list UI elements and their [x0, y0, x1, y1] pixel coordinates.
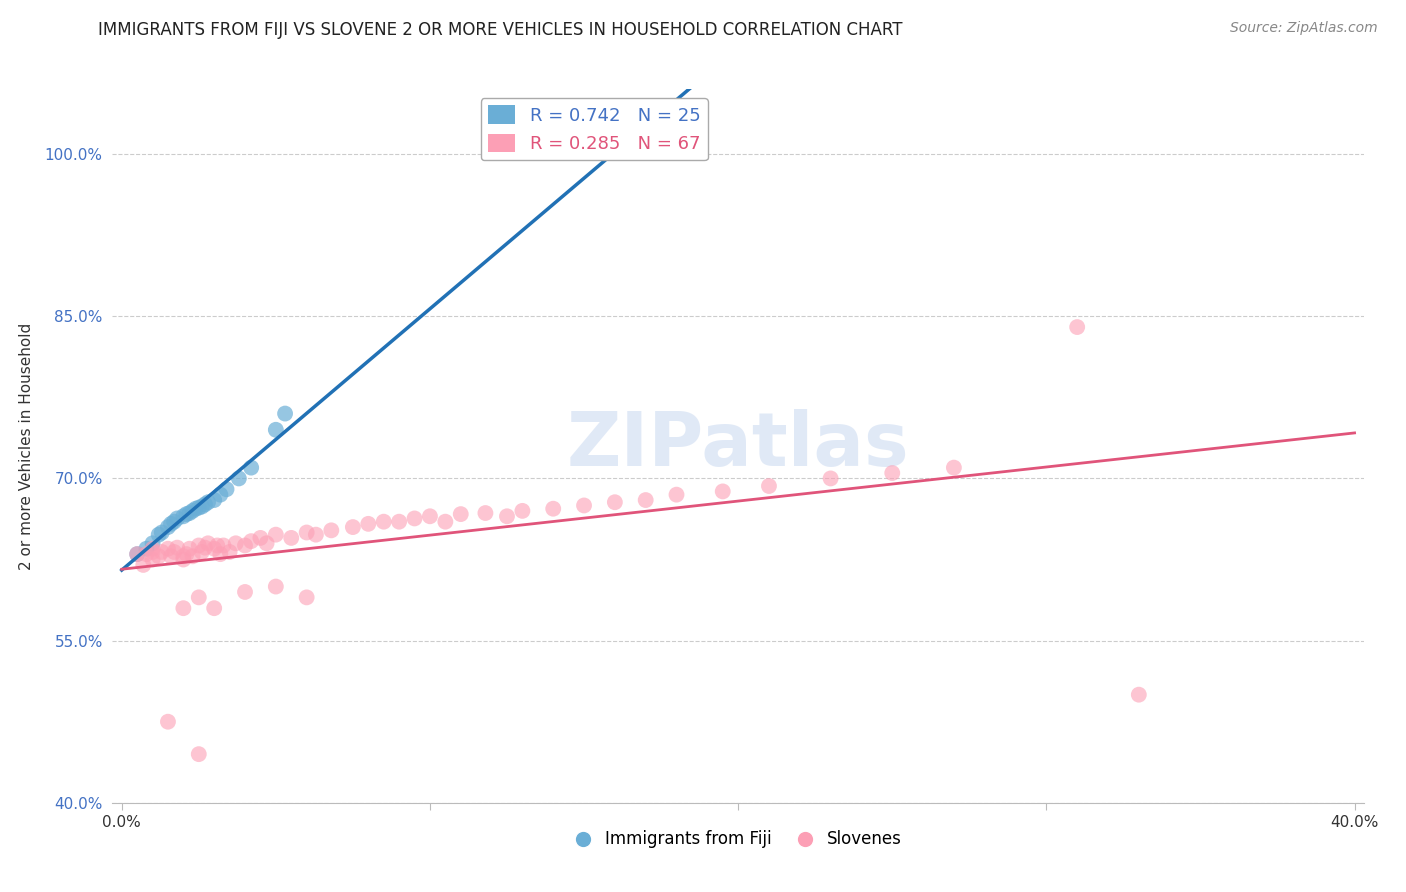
Point — [321, 524, 343, 538]
Point — [450, 507, 472, 521]
Point — [197, 495, 219, 509]
Point — [163, 545, 186, 559]
Point — [166, 541, 188, 555]
Point — [187, 500, 209, 515]
Point — [665, 488, 688, 502]
Point — [191, 545, 214, 559]
Point — [541, 501, 564, 516]
Point — [820, 471, 842, 485]
Point — [274, 407, 297, 421]
Point — [207, 539, 229, 553]
Point — [135, 541, 157, 556]
Point — [240, 534, 263, 549]
Point — [295, 591, 318, 605]
Point — [179, 541, 201, 556]
Point — [512, 504, 534, 518]
Point — [187, 591, 209, 605]
Point — [176, 507, 198, 521]
Point — [240, 460, 263, 475]
Point — [264, 580, 287, 594]
Point — [280, 531, 302, 545]
Text: IMMIGRANTS FROM FIJI VS SLOVENE 2 OR MORE VEHICLES IN HOUSEHOLD CORRELATION CHAR: IMMIGRANTS FROM FIJI VS SLOVENE 2 OR MOR… — [98, 21, 903, 39]
Point — [209, 547, 232, 561]
Point — [228, 471, 250, 485]
Point — [202, 541, 225, 556]
Point — [181, 549, 204, 564]
Point — [225, 536, 247, 550]
Point — [148, 527, 170, 541]
Point — [434, 515, 457, 529]
Point — [215, 482, 238, 496]
Point — [176, 547, 198, 561]
Point — [419, 509, 441, 524]
Legend: Immigrants from Fiji, Slovenes: Immigrants from Fiji, Slovenes — [568, 824, 908, 855]
Point — [194, 497, 217, 511]
Point — [141, 545, 163, 559]
Point — [156, 520, 179, 534]
Point — [233, 585, 256, 599]
Point — [156, 714, 179, 729]
Point — [357, 516, 380, 531]
Point — [187, 747, 209, 761]
Point — [187, 539, 209, 553]
Point — [135, 547, 157, 561]
Point — [305, 527, 328, 541]
Point — [194, 541, 217, 555]
Point — [181, 504, 204, 518]
Point — [132, 558, 155, 572]
Point — [212, 539, 235, 553]
Point — [1066, 320, 1088, 334]
Point — [218, 545, 240, 559]
Point — [150, 525, 173, 540]
Point — [603, 495, 626, 509]
Point — [233, 539, 256, 553]
Point — [264, 527, 287, 541]
Point — [758, 479, 780, 493]
Point — [942, 460, 965, 475]
Point — [264, 423, 287, 437]
Point — [172, 601, 194, 615]
Point — [141, 552, 163, 566]
Point — [141, 536, 163, 550]
Point — [150, 545, 173, 559]
Point — [179, 506, 201, 520]
Point — [342, 520, 364, 534]
Point — [163, 515, 186, 529]
Point — [156, 541, 179, 556]
Point — [295, 525, 318, 540]
Point — [172, 509, 194, 524]
Y-axis label: 2 or more Vehicles in Household: 2 or more Vehicles in Household — [18, 322, 34, 570]
Point — [184, 501, 207, 516]
Point — [1128, 688, 1150, 702]
Text: Source: ZipAtlas.com: Source: ZipAtlas.com — [1230, 21, 1378, 36]
Point — [388, 515, 411, 529]
Point — [711, 484, 734, 499]
Point — [166, 511, 188, 525]
Point — [141, 541, 163, 556]
Point — [172, 549, 194, 564]
Point — [572, 499, 595, 513]
Point — [202, 493, 225, 508]
Point — [191, 500, 214, 514]
Point — [148, 549, 170, 564]
Point — [197, 536, 219, 550]
Point — [209, 488, 232, 502]
Point — [127, 547, 149, 561]
Point — [160, 516, 183, 531]
Point — [373, 515, 395, 529]
Point — [172, 552, 194, 566]
Point — [249, 531, 271, 545]
Point — [882, 466, 904, 480]
Point — [127, 547, 149, 561]
Point — [496, 509, 519, 524]
Text: ZIPatlas: ZIPatlas — [567, 409, 910, 483]
Point — [634, 493, 657, 508]
Point — [404, 511, 426, 525]
Point — [256, 536, 278, 550]
Point — [202, 601, 225, 615]
Point — [474, 506, 496, 520]
Point — [160, 549, 183, 564]
